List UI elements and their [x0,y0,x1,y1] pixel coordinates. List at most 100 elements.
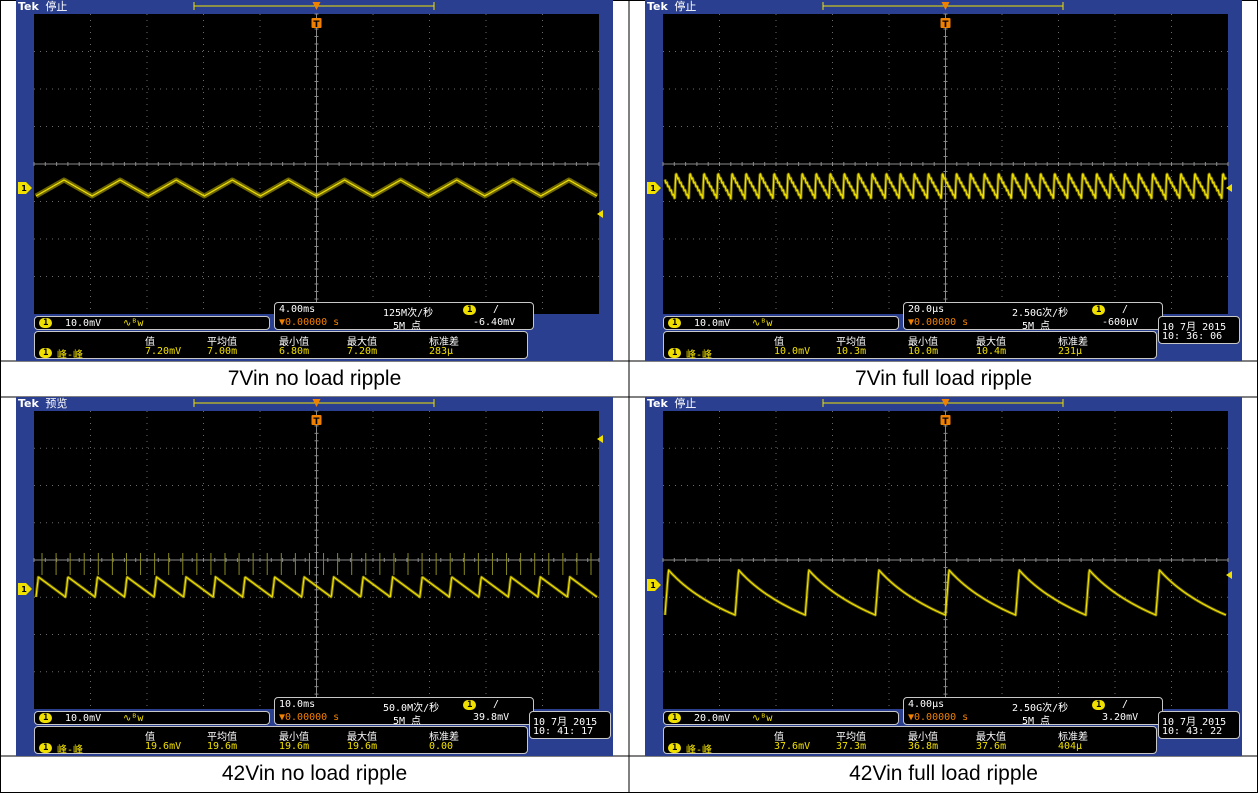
svg-text:1: 1 [650,581,656,590]
vertical-scale-readout: 1 10.0mV ∿ᴮw [34,316,270,330]
trigger-source-chip: 1 [1092,305,1106,315]
waveform-trace [35,179,598,197]
brand-logo: Tek [18,397,39,410]
time-per-div: 4.00µs [908,699,945,710]
trigger-level: 3.20mV [1102,712,1139,723]
svg-text:1: 1 [21,585,27,594]
status-header: Tek 停止 [16,0,318,14]
record-length: 5M 点 [1022,321,1051,332]
sample-rate: 125M次/秒 [383,308,434,319]
measurement-column-header: 标准差 [1058,337,1088,348]
measurement-column-value: 231µ [1058,346,1083,357]
trigger-level: -6.40mV [473,317,516,328]
timebase-readout: 10.0ms 50.0M次/秒 1 / ▼0.00000 s 5M 点 39.8mV [274,697,534,727]
channel1-ground-marker [647,182,661,194]
time: 10: 41: 17 [533,726,594,737]
measurement-column-value: 404µ [1058,741,1083,752]
measurement-column-value: 7.20m [347,346,378,357]
volts-per-div: 10.0mV [694,318,731,329]
measurement-column-value: 37.6m [976,741,1007,752]
trigger-marker-label: T [942,20,949,30]
measurement-column-value: 0.00 [429,741,454,752]
date: 10 7月 2015 [533,717,598,728]
measurement-column-header: 最大值 [347,337,377,348]
trigger-source-chip: 1 [463,700,477,710]
measurement-column-header: 平均值 [207,732,237,743]
timebase-readout: 20.0µs 2.50G次/秒 1 / ▼0.00000 s 5M 点 -600µV [903,302,1163,332]
date-time-readout: 10 7月 2015 10: 41: 17 [529,711,611,739]
measurement-column-header: 标准差 [1058,732,1088,743]
trigger-position-marker [941,2,950,10]
svg-text:1: 1 [650,184,656,193]
scope-display: T1 [645,0,1242,315]
measurement-column-value: 19.6mV [145,741,182,752]
volts-per-div: 20.0mV [694,713,731,724]
trigger-level-arrow [597,435,603,443]
measurement-column-header: 值 [145,732,155,743]
trigger-marker [311,18,322,28]
measurement-column-value: 7.20mV [145,346,182,357]
measurement-column-value: 283µ [429,346,454,357]
svg-text:1: 1 [21,184,27,193]
time-per-div: 4.00ms [279,304,316,315]
measurement-column-value: 6.80m [279,346,310,357]
record-length: 5M 点 [393,716,422,727]
measurement-column-header: 最小值 [908,337,938,348]
measurement-channel-chip: 1 [668,743,682,753]
panel-caption: 42Vin no load ripple [221,762,408,785]
measurement-column-value: 10.0m [908,346,939,357]
panel-caption: 42Vin full load ripple [849,762,1038,785]
trigger-marker [940,18,951,28]
trigger-level: -600µV [1102,317,1139,328]
measurement-column-value: 37.3m [836,741,867,752]
measurement-readout: 1 峰-峰 值 37.6mV 平均值 37.3m 最小值 36.8m 最大值 37.6m 标准差 40… [663,726,1157,756]
date-time-readout: 10 7月 2015 10: 43: 22 [1158,711,1240,739]
trigger-position: ▼0.00000 s [279,712,340,723]
measurement-column-header: 平均值 [836,337,866,348]
channel1-chip: 1 [668,318,682,328]
date-time-readout: 10 7月 2015 10: 36: 06 [1158,316,1240,344]
measurement-type: 峰-峰 [686,745,713,756]
measurement-column-value: 10.0mV [774,346,811,357]
sample-rate: 2.50G次/秒 [1012,703,1069,714]
waveform-trace [664,172,1227,201]
measurement-column-header: 值 [145,337,155,348]
brand-logo: Tek [647,0,668,13]
measurement-readout: 1 峰-峰 值 10.0mV 平均值 10.3m 最小值 10.0m 最大值 10.4m 标准差 23… [663,331,1157,361]
bandwidth-icon: ∿ᴮw [752,713,773,724]
acquisition-state: 停止 [41,0,68,13]
trigger-marker-label: T [313,417,320,427]
acquisition-state: 停止 [670,0,697,13]
measurement-column-value: 19.6m [279,741,310,752]
channel1-ground-marker [18,583,32,595]
measurement-column-header: 最小值 [279,732,309,743]
scope-display: T1 [16,397,613,710]
vertical-scale-readout: 1 20.0mV ∿ᴮw [663,711,899,725]
measurement-column-header: 最小值 [908,732,938,743]
trigger-source-chip: 1 [1092,700,1106,710]
measurement-column-header: 最小值 [279,337,309,348]
time: 10: 36: 06 [1162,331,1223,342]
vertical-scale-readout: 1 10.0mV ∿ᴮw [663,316,899,330]
trigger-level: 39.8mV [473,712,510,723]
measurement-type: 峰-峰 [57,350,84,361]
waveform-trace [664,568,1227,616]
trigger-marker [311,415,322,425]
panel-caption: 7Vin no load ripple [227,367,402,390]
timebase-readout: 4.00µs 2.50G次/秒 1 / ▼0.00000 s 5M 点 3.20mV [903,697,1163,727]
channel1-chip: 1 [39,318,53,328]
measurement-column-value: 10.4m [976,346,1007,357]
trigger-level-arrow [597,210,603,218]
measurement-column-header: 平均值 [207,337,237,348]
waveform-trace [35,575,598,599]
trigger-marker-label: T [942,417,949,427]
acquisition-state: 停止 [670,397,697,410]
brand-logo: Tek [18,0,39,13]
bandwidth-icon: ∿ᴮw [123,318,144,329]
sample-rate: 2.50G次/秒 [1012,308,1069,319]
measurement-column-header: 最大值 [976,337,1006,348]
trigger-marker [940,415,951,425]
scope-screenshot: T 1 Tek 预览 1 10.0mV ∿ᴮw 10.0ms 50.0M次/秒 1/▼0.000… [16,397,613,756]
measurement-column-value: 10.3m [836,346,867,357]
time: 10: 43: 22 [1162,726,1223,737]
